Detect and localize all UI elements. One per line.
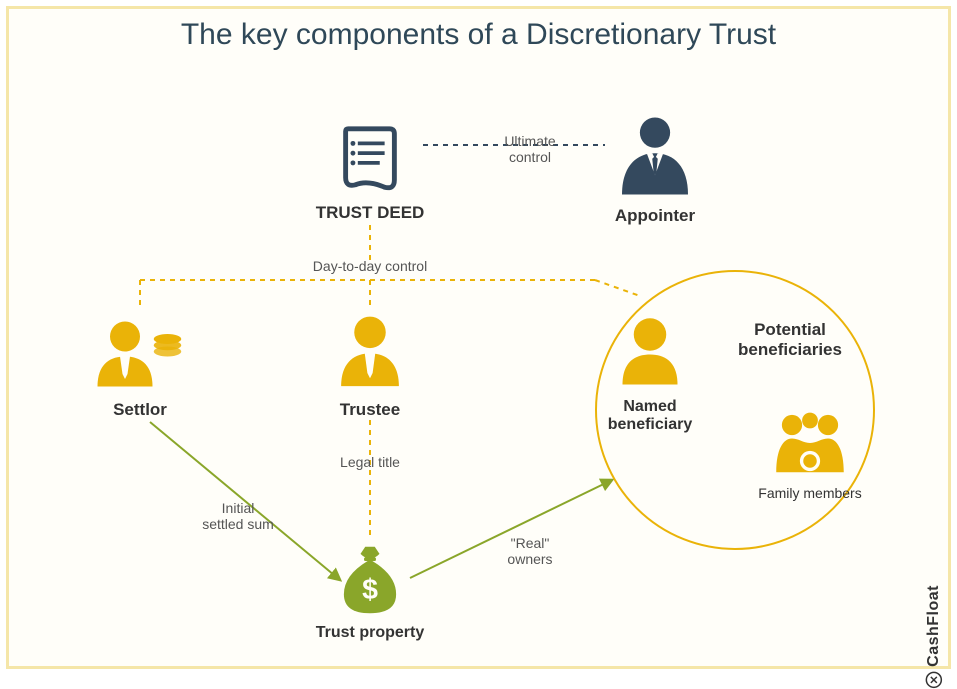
named_ben-icon <box>610 312 690 392</box>
family-icon <box>764 407 856 479</box>
edge-label-7: Initialsettled sum <box>158 500 318 532</box>
svg-text:$: $ <box>362 574 378 606</box>
edge-label-6: Legal title <box>290 454 450 470</box>
brand-logo: CashFloat <box>925 585 943 689</box>
family-label: Family members <box>720 485 900 501</box>
appointer-label: Appointer <box>565 206 745 226</box>
edge-label-8: "Real"owners <box>450 535 610 567</box>
trust_deed-label: TRUST DEED <box>280 203 460 223</box>
trust_prop-icon: $ <box>332 542 408 618</box>
trustee-icon <box>328 310 412 394</box>
edge-label-0: Ultimatecontrol <box>450 133 610 165</box>
settlor-label: Settlor <box>50 400 230 420</box>
brand-text: CashFloat <box>925 585 943 667</box>
settlor-icon <box>90 314 190 394</box>
appointer-icon <box>611 112 699 200</box>
trust_deed-icon <box>331 119 409 197</box>
edge-label-2: Day-to-day control <box>290 258 450 274</box>
named_ben-label: Namedbeneficiary <box>560 398 740 434</box>
potential-beneficiaries-label: Potentialbeneficiaries <box>700 320 880 360</box>
edge-5 <box>595 280 640 296</box>
trust_prop-label: Trust property <box>280 624 460 642</box>
trustee-label: Trustee <box>280 400 460 420</box>
